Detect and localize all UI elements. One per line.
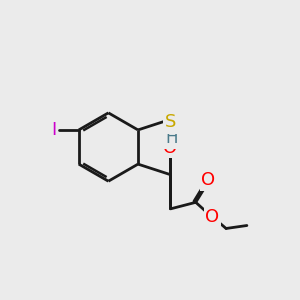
Text: I: I <box>51 121 56 139</box>
Text: H: H <box>165 129 178 147</box>
Text: O: O <box>205 208 219 226</box>
Text: O: O <box>164 139 178 157</box>
Text: S: S <box>165 113 176 131</box>
Text: O: O <box>202 171 216 189</box>
